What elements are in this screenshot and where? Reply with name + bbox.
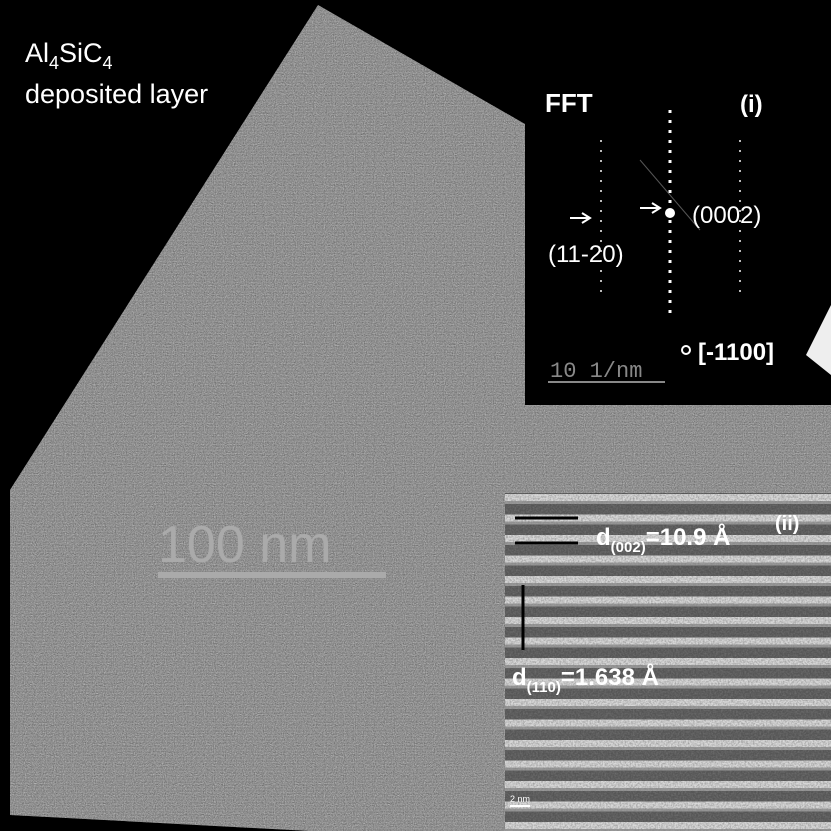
d-value: =1.638 Å [561, 663, 659, 691]
spot-label: (11-20) [548, 241, 624, 268]
fft-title: FFT [545, 88, 593, 118]
layer-label-line2: deposited layer [25, 79, 208, 109]
d-sub: (002) [611, 539, 646, 556]
fft-inset [525, 5, 831, 405]
d-value: =10.9 Å [646, 523, 731, 551]
hrtem-scale-label: 2 nm [510, 794, 530, 804]
panel-label: (i) [740, 91, 763, 118]
layer-label: Al4SiC4 [25, 38, 113, 73]
fft-scale-label: 10 1/nm [550, 359, 642, 384]
label-text: SiC [59, 38, 103, 68]
d-symbol: d [596, 524, 611, 551]
label-sub: 4 [49, 53, 59, 73]
d-sub: (110) [527, 679, 561, 696]
scale-bar-label: 100 nm [158, 516, 331, 574]
d-symbol: d [512, 664, 527, 691]
label-sub: 4 [103, 53, 113, 73]
scale-bar [158, 572, 386, 578]
label-text: Al [25, 38, 49, 68]
panel-label: (ii) [775, 513, 799, 535]
zone-axis: [-1100] [698, 339, 774, 366]
micrograph-figure: Al4SiC4 deposited layer FFT (i) (11-20) … [0, 0, 831, 831]
spot-label: (0002) [692, 202, 761, 229]
